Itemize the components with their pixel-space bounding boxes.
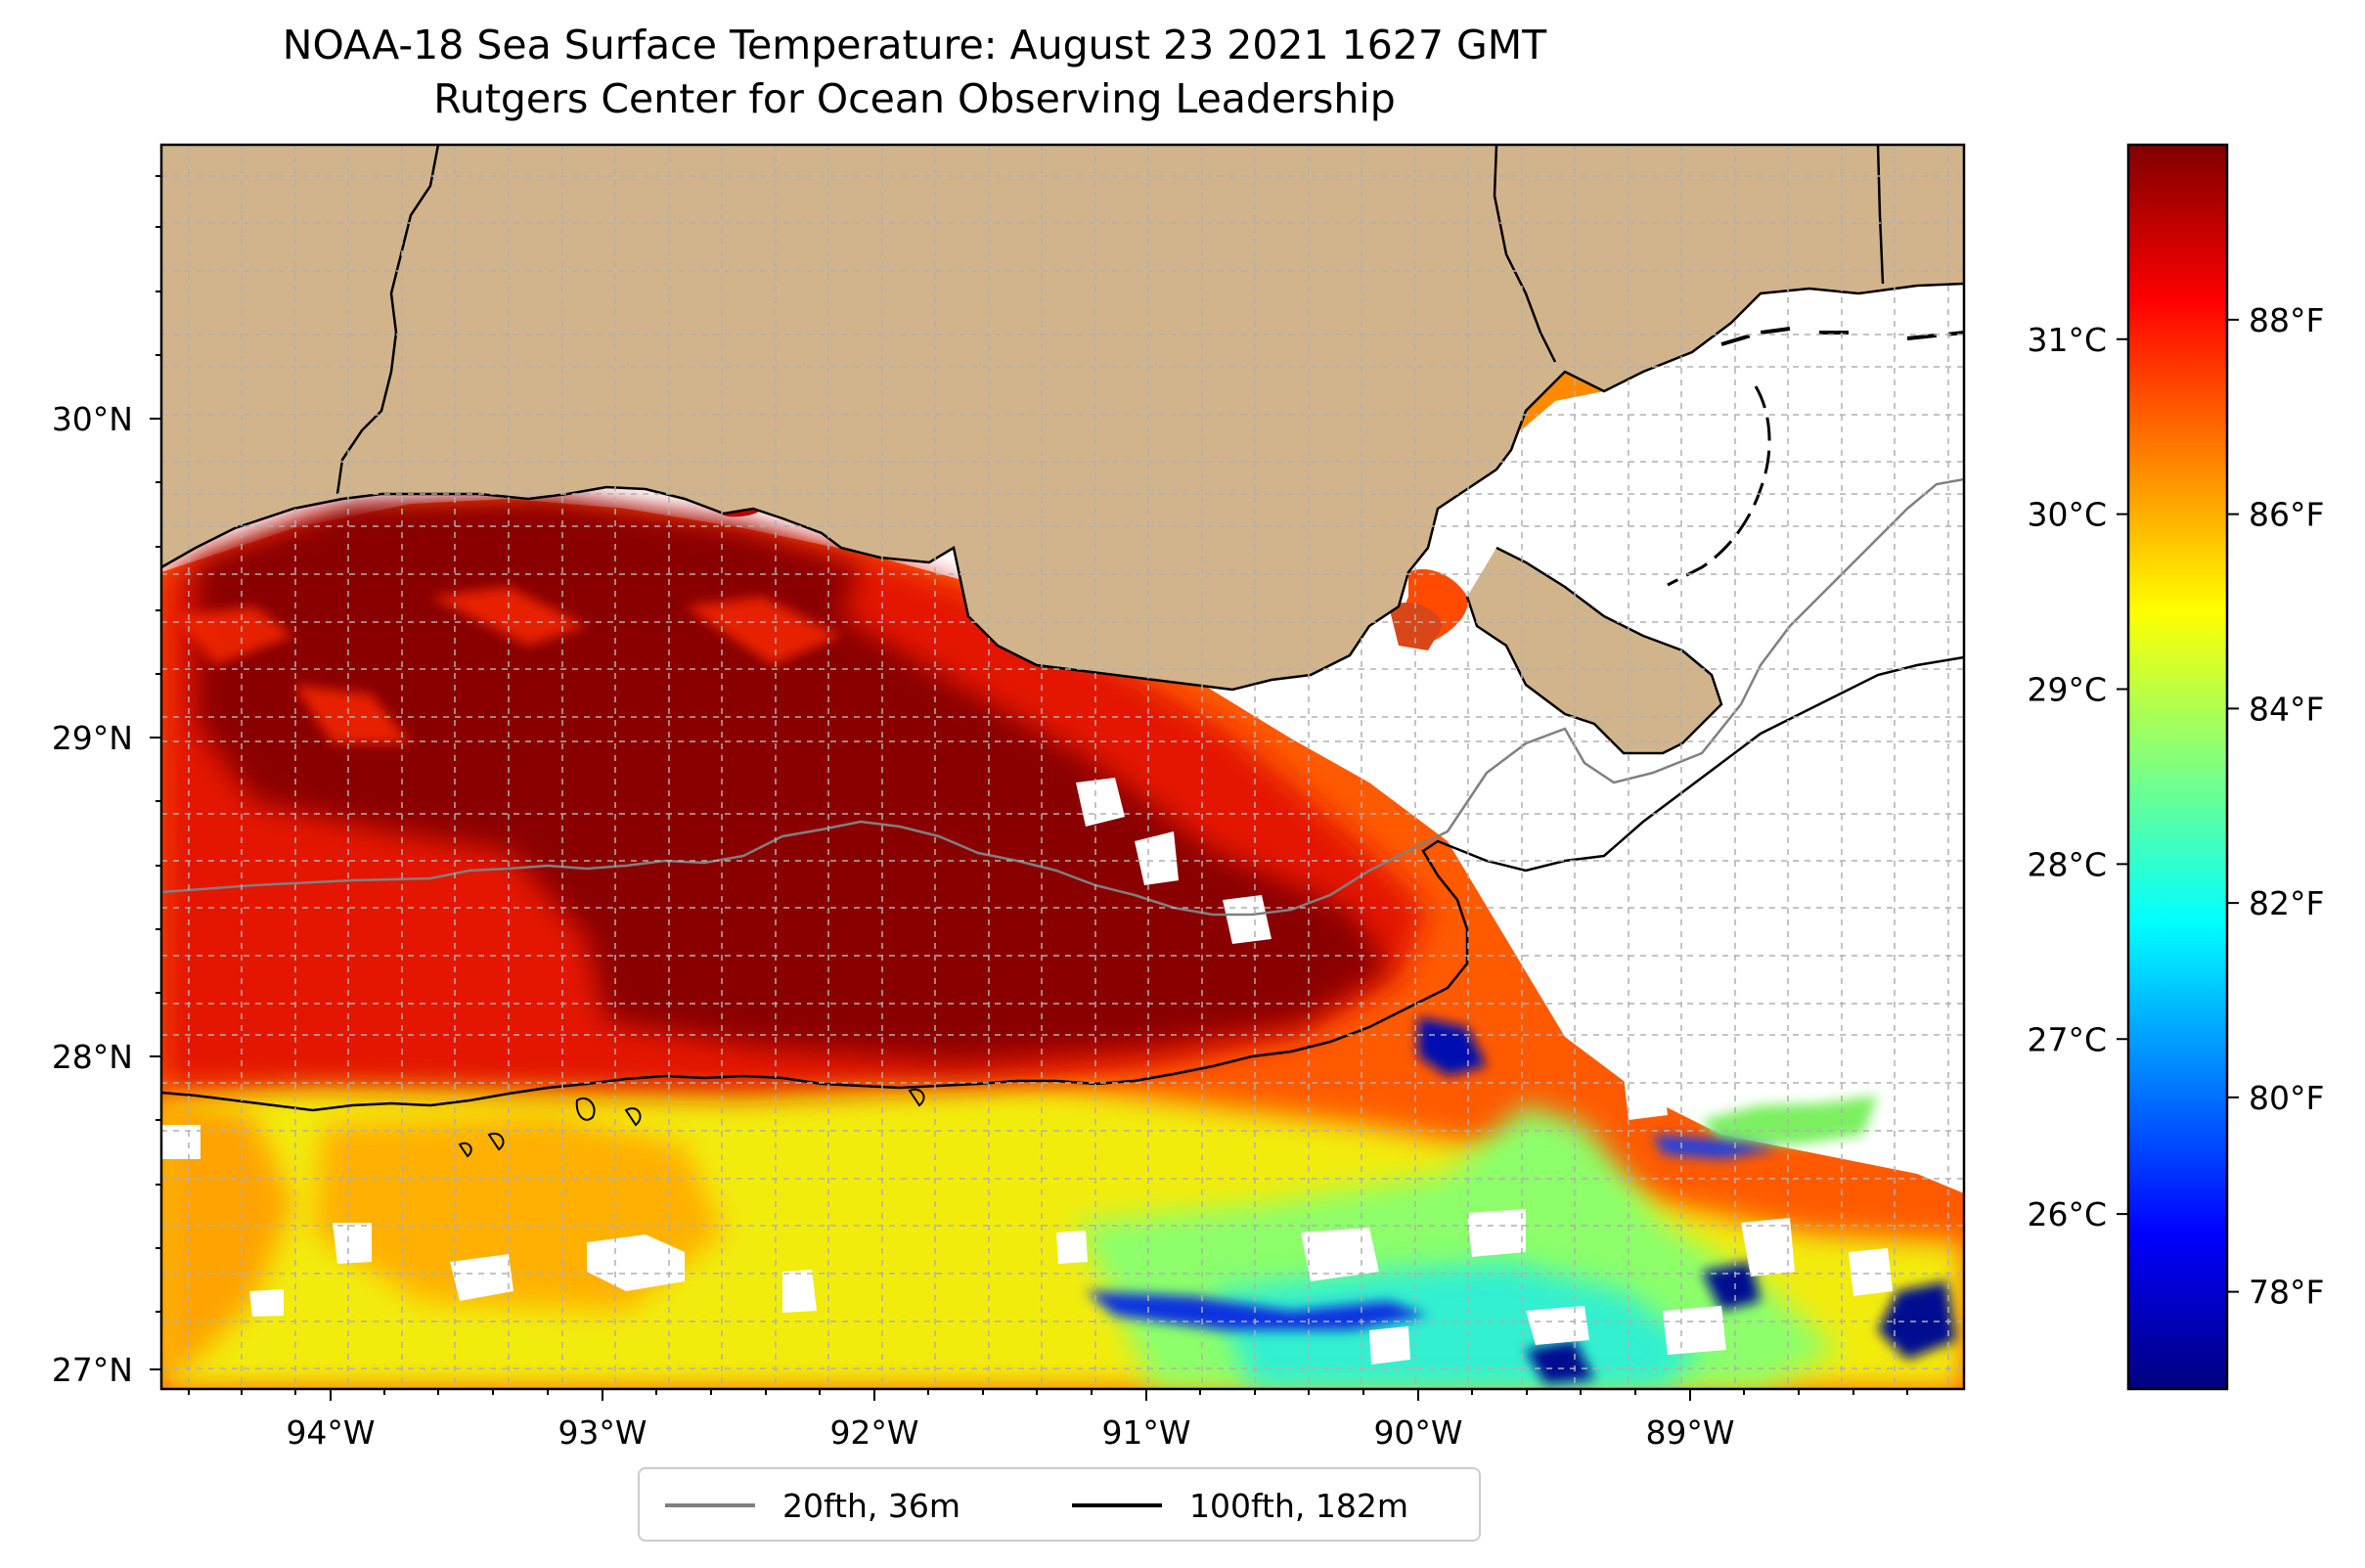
land-louisiana-texas (161, 145, 1964, 690)
land-mississippi-delta (1467, 548, 1721, 753)
chandeleur-islands (1667, 385, 1771, 587)
x-tick-label: 94°W (286, 1413, 375, 1452)
y-tick-label: 29°N (52, 719, 133, 757)
colorbar-label-c: 26°C (2027, 1195, 2107, 1233)
legend-swatch-20fth (665, 1503, 755, 1507)
sst-dark-red-core (196, 499, 1389, 1061)
axis-ticks (150, 175, 1908, 1401)
colorbar-label-f: 88°F (2249, 301, 2324, 339)
map-frame (159, 143, 1966, 1391)
x-axis-labels: 94°W 93°W 92°W 91°W 90°W 89°W (286, 1413, 1734, 1452)
legend-label-100fth: 100fth, 182m (1189, 1486, 1408, 1525)
x-tick-label: 90°W (1373, 1413, 1462, 1452)
y-tick-label: 30°N (52, 400, 133, 438)
sst-blue-patch-east (1418, 1017, 1487, 1076)
x-tick-label: 91°W (1101, 1413, 1190, 1452)
y-tick-label: 28°N (52, 1038, 133, 1076)
state-border-al (1876, 145, 1885, 285)
isobath-100fth-islands (458, 1088, 925, 1158)
colorbar-label-f: 84°F (2249, 690, 2324, 728)
legend-item-100fth: 100fth, 182m (1072, 1483, 1408, 1528)
map-plot-area (161, 145, 1964, 1389)
gridlines (161, 145, 1964, 1389)
sst-blue-filaments (1086, 1291, 1428, 1330)
legend-swatch-100fth (1072, 1503, 1162, 1507)
colorbar-label-f: 78°F (2249, 1274, 2324, 1312)
legend-label-20fth: 20fth, 36m (782, 1486, 960, 1525)
colorbar-label-f: 80°F (2249, 1079, 2324, 1117)
map-title: NOAA-18 Sea Surface Temperature: August … (282, 22, 1547, 68)
coastline-main (161, 282, 1964, 692)
coastline (161, 145, 1964, 755)
sst-red-streaks (176, 587, 841, 743)
sst-blue-strip-east (1653, 1135, 1780, 1159)
map-subtitle: Rutgers Center for Ocean Observing Leade… (433, 75, 1396, 122)
colorbar-label-c: 31°C (2027, 321, 2107, 359)
sst-orange-west (161, 1096, 293, 1379)
y-axis-labels: 30°N 29°N 28°N 27°N (52, 400, 133, 1389)
sst-green-strip-east (1702, 1096, 1878, 1144)
colorbar-label-c: 30°C (2027, 496, 2107, 534)
state-border-pearl (1493, 145, 1557, 363)
colorbar-labels: 78°F 80°F 82°F 84°F 86°F 88°F 26°C 27°C 28°C 29°C… (2027, 301, 2324, 1312)
isobath-100fth-line (161, 655, 1964, 1112)
sst-field (161, 284, 1964, 1389)
ms-barrier-islands (1720, 327, 1964, 346)
land-areas (161, 145, 1964, 753)
colorbar-label-f: 86°F (2249, 496, 2324, 534)
state-border-sabine (335, 145, 440, 495)
colorbar-ticks (2117, 318, 2239, 1293)
legend: 20fth, 36m 100fth, 182m (638, 1467, 1481, 1542)
x-tick-label: 93°W (558, 1413, 647, 1452)
x-tick-label: 92°W (829, 1413, 918, 1452)
colorbar-label-c: 29°C (2027, 671, 2107, 709)
colorbar: 78°F 80°F 82°F 84°F 86°F 88°F 26°C 27°C 28°C 29°C… (2027, 143, 2324, 1391)
y-tick-label: 27°N (52, 1351, 133, 1389)
colorbar-label-c: 27°C (2027, 1020, 2107, 1058)
colorbar-label-f: 82°F (2249, 884, 2324, 922)
colorbar-label-c: 28°C (2027, 845, 2107, 883)
sst-blue-patch-se (1526, 1262, 1956, 1384)
legend-item-20fth: 20fth, 36m (665, 1483, 960, 1528)
colorbar-gradient (2126, 143, 2229, 1391)
x-tick-label: 89°W (1645, 1413, 1734, 1452)
